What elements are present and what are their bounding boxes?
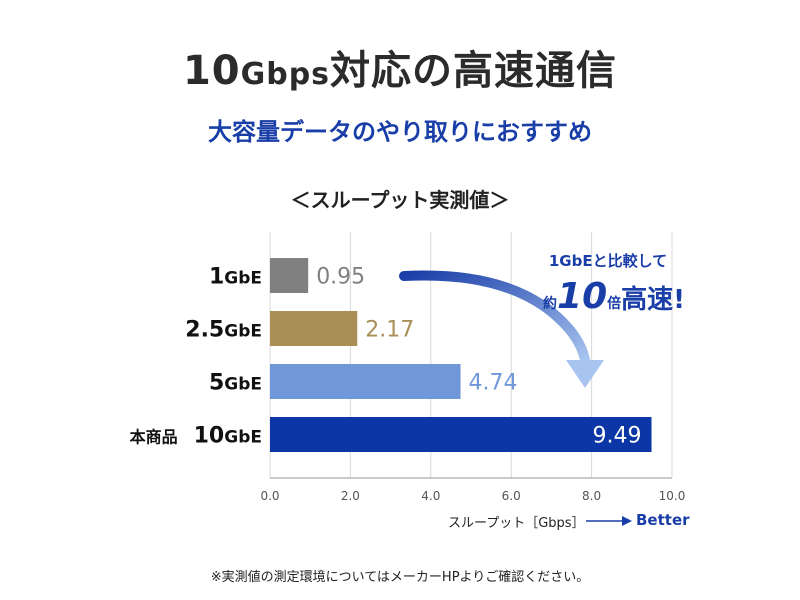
better-label: Better: [636, 511, 690, 529]
title-rest: 対応の高速通信: [330, 48, 618, 94]
comparison-arrow-head: [566, 360, 604, 388]
callout-line2: 約10倍高速!: [534, 276, 694, 317]
title-unit: Gbps: [240, 57, 331, 92]
labels: 0.0 2.0 4.0 6.0 8.0 10.0 1GbE 0.95 2.5GbE 2.17 5Gb…: [130, 265, 686, 504]
y-tick-label: 1GbE: [209, 265, 262, 290]
x-tick-label: 0.0: [260, 489, 279, 503]
data-label: 0.95: [316, 265, 365, 290]
bar: [270, 417, 652, 452]
x-tick-label: 6.0: [502, 489, 521, 503]
footnote: ※実測値の測定環境についてはメーカーHPよりご確認ください。: [210, 570, 590, 585]
data-label: 9.49: [593, 424, 642, 449]
bar: [270, 311, 358, 346]
callout-fast: 高速!: [621, 285, 685, 315]
y-tick-label: 2.5GbE: [185, 318, 262, 343]
x-tick-label: 2.0: [341, 489, 360, 503]
page-subtitle: 大容量データのやり取りにおすすめ: [208, 118, 592, 146]
chart-title: ＜スループット実測値＞: [290, 188, 510, 212]
comparison-arrow: [399, 270, 590, 365]
data-label: 2.17: [365, 318, 414, 343]
x-tick-label: 4.0: [421, 489, 440, 503]
callout-multiplier: 倍: [607, 296, 622, 312]
page-title: 10Gbps対応の高速通信: [0, 38, 800, 96]
bar: [270, 258, 309, 293]
bar: [270, 364, 461, 399]
title-number: 10: [182, 48, 241, 94]
callout-number: 10: [557, 276, 608, 317]
callout-line1: 1GbEと比較して: [548, 252, 668, 270]
grid-lines: [269, 232, 673, 479]
x-axis-label: スループット［Gbps］: [448, 516, 585, 531]
y-tick-label: 本商品 10GbE: [130, 424, 262, 449]
data-label: 4.74: [469, 371, 518, 396]
x-tick-label: 10.0: [659, 489, 686, 503]
callout-approx: 約: [543, 296, 558, 312]
bars: [270, 258, 652, 452]
x-tick-label: 8.0: [582, 489, 601, 503]
y-tick-label: 5GbE: [209, 371, 262, 396]
better-arrow-head: [622, 516, 632, 526]
